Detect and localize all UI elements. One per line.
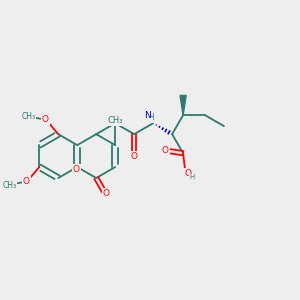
Text: O: O [162, 146, 169, 155]
Text: H: H [189, 174, 195, 180]
Text: O: O [73, 165, 80, 174]
Text: CH₃: CH₃ [2, 181, 16, 190]
Text: O: O [184, 169, 191, 178]
Text: O: O [103, 189, 110, 198]
Text: N: N [144, 111, 150, 120]
Text: O: O [23, 177, 30, 186]
Text: CH₃: CH₃ [22, 112, 36, 121]
Text: H: H [148, 113, 154, 122]
Text: CH₃: CH₃ [107, 116, 123, 125]
Text: O: O [42, 116, 49, 124]
Polygon shape [180, 95, 186, 115]
Text: O: O [131, 152, 138, 160]
